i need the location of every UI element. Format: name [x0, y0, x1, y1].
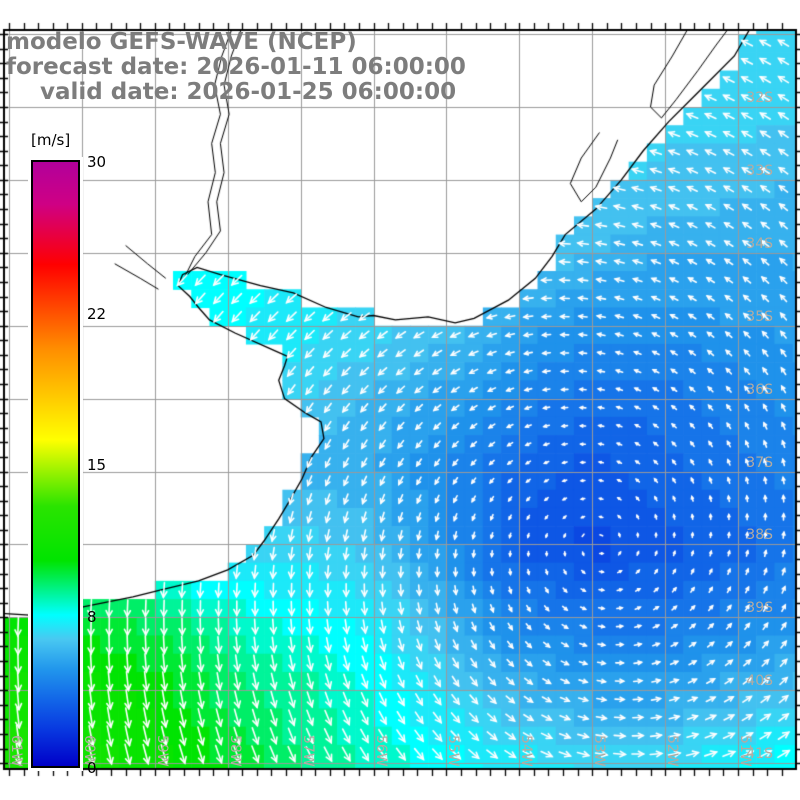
title-forecast-date: forecast date: 2026-01-11 06:00:00	[6, 54, 466, 80]
colorbar-unit-label: [m/s]	[31, 131, 71, 149]
title-model-name: modelo GEFS-WAVE (NCEP)	[6, 29, 357, 55]
colorbar-frame	[28, 157, 83, 771]
colorbar-gradient	[31, 160, 80, 768]
colorbar-tick-label: 0	[87, 759, 97, 777]
colorbar-tick-label: 22	[87, 304, 107, 323]
colorbar-tick-label: 8	[87, 607, 97, 626]
colorbar-tick-label: 15	[87, 456, 107, 474]
title-valid-date: valid date: 2026-01-25 06:00:00	[40, 79, 457, 105]
colorbar-tick-label: 30	[87, 153, 107, 171]
map-title: modelo GEFS-WAVE (NCEP) forecast date: 2…	[6, 30, 466, 105]
